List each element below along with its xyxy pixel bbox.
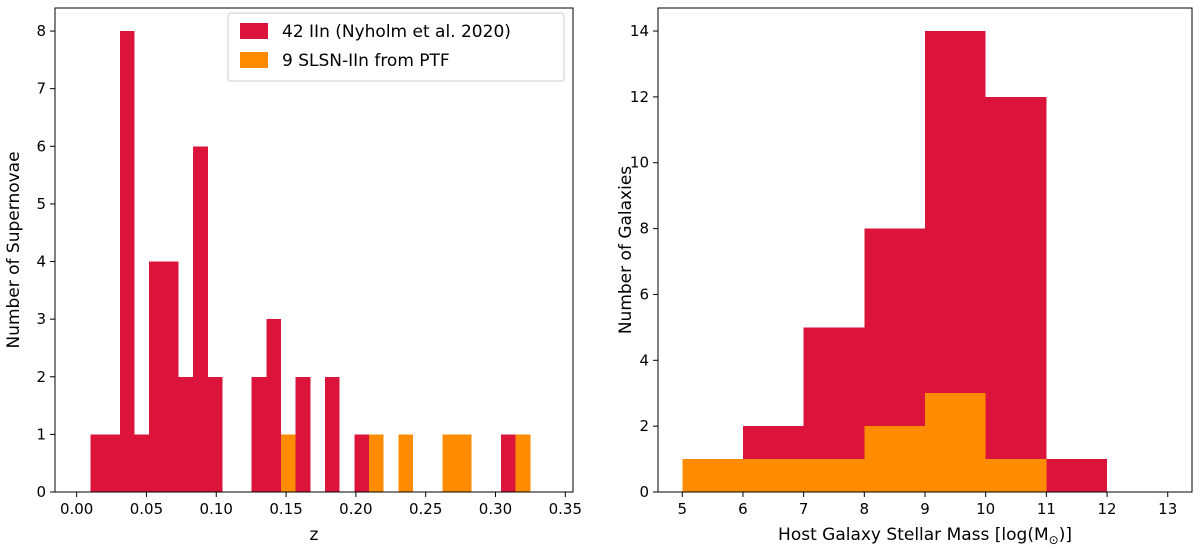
right-bar-series1-bin5	[985, 459, 1047, 492]
right-bar-series1-bin0	[682, 459, 743, 492]
right-bars	[682, 31, 1108, 493]
left-x-tick-label: 0.00	[60, 500, 93, 518]
right-ticks: 5 6 7 8 9 10 11 12 13 0 2 4 6 8 10 12 14	[630, 22, 1177, 518]
right-x-tick-label: 7	[799, 500, 809, 518]
left-bar-series0-bin14	[295, 376, 311, 492]
right-x-axis-label-sub: ⊙	[1049, 533, 1059, 547]
left-bar-series1-bin19	[369, 434, 384, 492]
right-bar-series1-bin4	[925, 393, 986, 492]
left-y-tick-label: 0	[36, 483, 46, 501]
left-y-tick-label: 3	[36, 310, 46, 328]
left-bars	[90, 31, 531, 493]
right-x-tick-label: 6	[738, 500, 748, 518]
left-bar-series0-bin7	[193, 146, 208, 493]
left-bar-series0-bin18	[354, 434, 370, 492]
legend-label-iin: 42 IIn (Nyholm et al. 2020)	[282, 22, 511, 42]
left-x-tick-label: 0.35	[549, 500, 582, 518]
left-bar-series1-bin13	[281, 434, 296, 492]
left-bar-series0-bin3	[134, 434, 150, 492]
right-y-tick-label: 6	[639, 285, 649, 303]
right-x-tick-label: 8	[860, 500, 870, 518]
left-y-tick-label: 6	[36, 137, 46, 155]
legend-box	[227, 12, 565, 82]
left-bar-series0-bin2	[119, 31, 135, 493]
right-x-tick-label: 11	[1037, 500, 1056, 518]
right-x-axis-label: Host Galaxy Stellar Mass [log(M⊙)]	[778, 525, 1072, 547]
left-bar-series1-bin25	[456, 434, 472, 492]
left-x-tick-label: 0.30	[479, 500, 512, 518]
right-x-tick-label: 13	[1158, 500, 1177, 518]
left-plot-frame	[54, 7, 574, 493]
left-y-axis-label: Number of Supernovae	[4, 151, 24, 348]
right-y-tick-label: 4	[639, 351, 649, 369]
left-bar-series0-bin6	[178, 376, 194, 492]
right-x-tick-label: 10	[976, 500, 995, 518]
left-x-tick-label: 0.25	[409, 500, 442, 518]
legend-label-slsn: 9 SLSN-IIn from PTF	[282, 51, 450, 71]
left-ticks: 0.00 0.05 0.10 0.15 0.20 0.25 0.30 0.35 0 1 2 3 4 5 6 7…	[36, 22, 582, 518]
left-bar-series1-bin24	[442, 434, 457, 492]
left-bar-series1-bin21	[398, 434, 413, 492]
right-bar-series1-bin3	[864, 426, 925, 492]
left-y-tick-label: 8	[36, 22, 46, 40]
right-bar-series1-bin2	[803, 459, 865, 492]
right-x-axis-label-main: Host Galaxy Stellar Mass [log(M	[778, 525, 1049, 545]
right-x-axis-label-end: )]	[1059, 525, 1072, 545]
right-y-tick-label: 0	[639, 483, 649, 501]
left-x-tick-label: 0.05	[130, 500, 163, 518]
right-y-tick-label: 12	[630, 88, 649, 106]
left-y-tick-label: 4	[36, 253, 46, 271]
right-y-tick-label: 8	[639, 220, 649, 238]
left-x-axis-label: z	[310, 525, 319, 545]
left-bar-series0-bin4	[149, 261, 164, 492]
legend-swatch-slsn	[240, 52, 268, 68]
left-panel: 0.00 0.05 0.10 0.15 0.20 0.25 0.30 0.35 0 1 2 3 4 5 6 7…	[4, 7, 582, 545]
legend-swatch-iin	[240, 23, 268, 39]
left-y-tick-label: 2	[36, 368, 46, 386]
right-plot-frame	[657, 7, 1193, 493]
left-bar-series0-bin5	[163, 261, 179, 492]
right-bar-series1-bin1	[742, 459, 804, 492]
left-y-tick-label: 7	[36, 80, 46, 98]
right-y-axis-label: Number of Galaxies	[616, 166, 636, 334]
left-bar-series0-bin28	[500, 434, 516, 492]
right-x-tick-label: 9	[920, 500, 930, 518]
left-bar-series0-bin0	[90, 434, 106, 492]
right-panel: 5 6 7 8 9 10 11 12 13 0 2 4 6 8 10 12 14 Host Galaxy Ste…	[616, 7, 1193, 547]
left-bar-series0-bin16	[325, 376, 340, 492]
right-y-tick-label: 10	[630, 154, 649, 172]
left-x-tick-label: 0.20	[339, 500, 372, 518]
right-bar-series0-bin5	[985, 96, 1047, 493]
right-y-tick-label: 14	[630, 22, 649, 40]
left-x-tick-label: 0.15	[269, 500, 302, 518]
left-bar-series1-bin29	[515, 434, 531, 492]
left-bar-series0-bin8	[207, 376, 223, 492]
right-x-tick-label: 5	[677, 500, 687, 518]
left-bar-series0-bin12	[266, 319, 282, 492]
left-bar-series0-bin1	[105, 434, 120, 492]
left-y-tick-label: 5	[36, 195, 46, 213]
right-bar-series0-bin6	[1046, 459, 1108, 492]
left-y-tick-label: 1	[36, 425, 46, 443]
left-x-tick-label: 0.10	[200, 500, 233, 518]
right-y-tick-label: 2	[639, 417, 649, 435]
left-bar-series0-bin11	[251, 376, 267, 492]
legend: 42 IIn (Nyholm et al. 2020) 9 SLSN-IIn f…	[227, 12, 565, 82]
right-x-tick-label: 12	[1097, 500, 1116, 518]
